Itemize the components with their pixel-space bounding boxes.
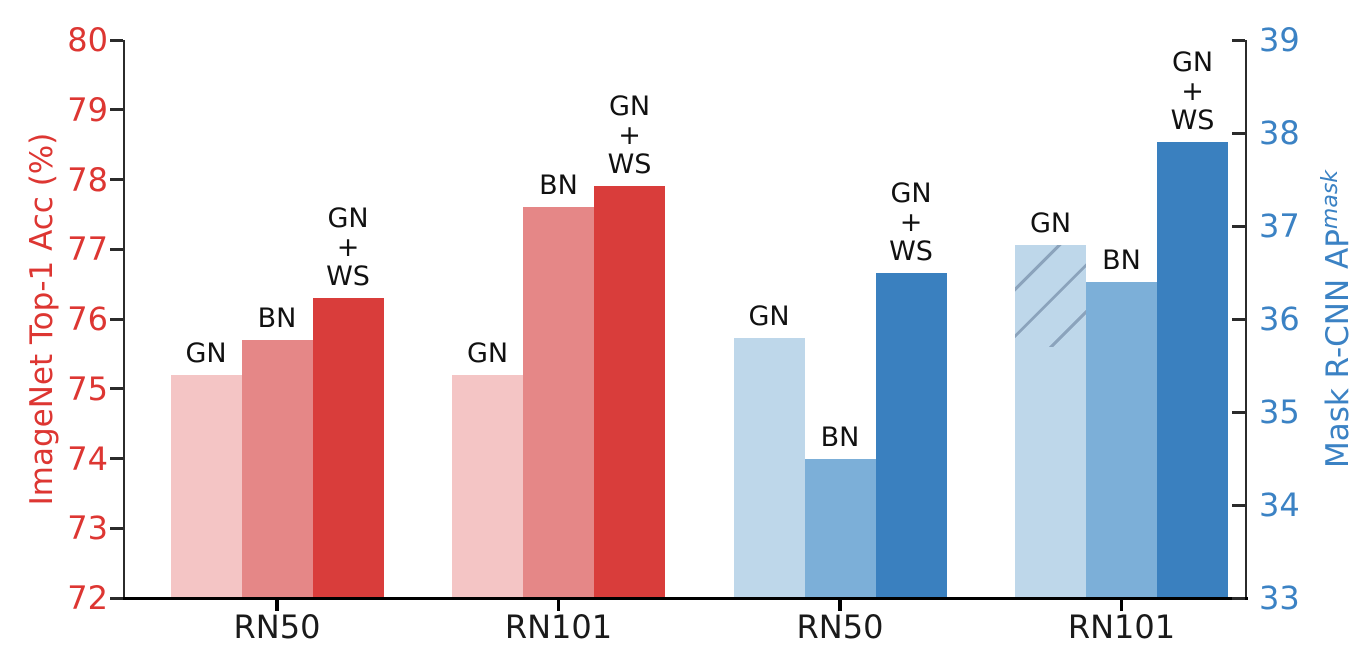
bar-label: GN + WS — [889, 177, 933, 267]
bar-hatch-overlay — [1015, 244, 1086, 347]
bar-label: BN — [539, 170, 578, 202]
left-axis-tick — [110, 596, 123, 600]
left-axis-tick — [110, 526, 123, 530]
left-axis-tick-label: 78 — [67, 160, 108, 199]
right-axis-tick-label: 34 — [1259, 486, 1300, 524]
left-axis-tick-label: 73 — [67, 509, 108, 548]
bar-label: GN + WS — [326, 203, 370, 293]
right-axis-spine — [1245, 40, 1247, 600]
bar-label: GN — [466, 337, 509, 369]
right-axis-tick-label: 33 — [1259, 579, 1300, 617]
right-axis-tick — [1232, 503, 1245, 507]
x-axis-tick — [838, 598, 842, 611]
bar-label: BN — [820, 421, 860, 453]
right-axis-tick-label: 36 — [1259, 300, 1300, 338]
bar-rn101-bn — [523, 207, 594, 598]
bar-label: BN — [257, 302, 297, 334]
x-axis-tick — [1119, 598, 1124, 611]
left-axis-tick — [110, 387, 123, 391]
right-axis-tick — [1232, 596, 1245, 600]
right-axis-tick-label: 37 — [1259, 207, 1300, 245]
left-axis-tick-label: 72 — [67, 579, 108, 617]
bar-label: BN — [1102, 244, 1141, 276]
x-axis-tick — [275, 598, 279, 611]
bar-rn50-gn+ws — [312, 298, 384, 598]
left-axis-tick — [110, 457, 123, 460]
left-axis-tick-label: 74 — [67, 439, 108, 478]
left-axis-tick-label: 77 — [67, 230, 108, 269]
left-axis-tick — [110, 317, 123, 321]
bar-rn101-bn — [1086, 281, 1157, 598]
right-axis-tick — [1232, 131, 1245, 135]
right-axis-tick-label: 39 — [1259, 21, 1300, 59]
right-axis-tick — [1232, 410, 1245, 414]
right-axis-title-text: Mask R-CNN AP — [1320, 229, 1357, 469]
bar-rn50-bn — [241, 339, 313, 598]
x-axis-tick-label: RN101 — [504, 608, 613, 646]
bar-label: GN + WS — [607, 91, 652, 181]
bar-label: GN — [748, 300, 790, 332]
bar-label: GN — [1029, 207, 1072, 239]
bar-rn101-gn — [452, 374, 523, 598]
bar-label: GN + WS — [1170, 47, 1215, 137]
x-axis-spine — [122, 597, 1248, 600]
left-axis-tick-label: 76 — [67, 300, 108, 338]
bar-rn50-gn — [170, 374, 242, 598]
x-axis-tick-label: RN101 — [1067, 608, 1176, 646]
left-axis-tick-label: 79 — [67, 90, 108, 129]
x-axis-tick — [556, 598, 561, 611]
left-axis-spine — [123, 40, 125, 600]
bar-rn101-gn+ws — [594, 186, 665, 598]
bar-rn101-gn+ws — [1157, 142, 1228, 598]
right-axis-tick-label: 38 — [1259, 114, 1300, 152]
x-axis-tick-label: RN50 — [233, 608, 321, 646]
left-axis-tick — [110, 108, 123, 112]
right-axis-tick-label: 35 — [1259, 393, 1300, 431]
left-axis-tick — [110, 247, 123, 251]
right-axis-tick — [1232, 317, 1245, 321]
left-axis-tick-label: 80 — [67, 21, 108, 59]
left-axis-tick-label: 75 — [67, 369, 108, 408]
right-axis-tick — [1232, 224, 1245, 228]
left-axis-tick — [110, 178, 123, 181]
x-axis-tick-label: RN50 — [796, 608, 884, 646]
bar-rn50-gn+ws — [875, 272, 947, 598]
bar-rn50-gn — [733, 337, 805, 598]
left-axis-tick — [110, 38, 123, 42]
bar-label: GN — [185, 337, 227, 369]
right-axis-tick — [1232, 38, 1245, 42]
bar-rn50-bn — [804, 458, 876, 598]
